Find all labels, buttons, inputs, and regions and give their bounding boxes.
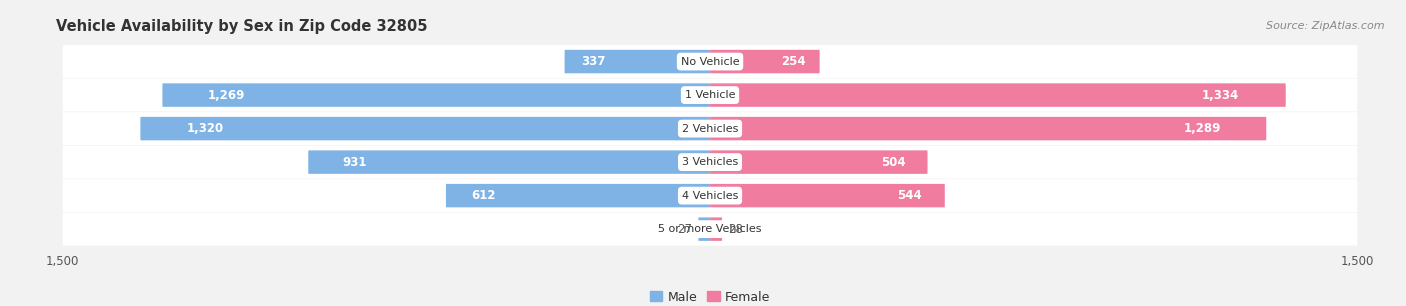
FancyBboxPatch shape xyxy=(63,213,1357,245)
Text: 544: 544 xyxy=(897,189,922,202)
Text: Vehicle Availability by Sex in Zip Code 32805: Vehicle Availability by Sex in Zip Code … xyxy=(56,20,427,35)
Text: 4 Vehicles: 4 Vehicles xyxy=(682,191,738,201)
Text: 1,269: 1,269 xyxy=(207,88,245,102)
Text: Source: ZipAtlas.com: Source: ZipAtlas.com xyxy=(1267,21,1385,32)
Text: 1 Vehicle: 1 Vehicle xyxy=(685,90,735,100)
Text: 1,320: 1,320 xyxy=(187,122,224,135)
FancyBboxPatch shape xyxy=(710,50,820,73)
FancyBboxPatch shape xyxy=(141,117,710,140)
FancyBboxPatch shape xyxy=(446,184,710,207)
Legend: Male, Female: Male, Female xyxy=(650,291,770,304)
FancyBboxPatch shape xyxy=(710,117,1267,140)
FancyBboxPatch shape xyxy=(63,112,1357,145)
FancyBboxPatch shape xyxy=(710,150,928,174)
Text: 27: 27 xyxy=(676,223,692,236)
Text: 254: 254 xyxy=(780,55,806,68)
Text: 931: 931 xyxy=(343,156,367,169)
Text: 2 Vehicles: 2 Vehicles xyxy=(682,124,738,134)
FancyBboxPatch shape xyxy=(699,217,710,241)
FancyBboxPatch shape xyxy=(565,50,710,73)
Text: 5 or more Vehicles: 5 or more Vehicles xyxy=(658,224,762,234)
FancyBboxPatch shape xyxy=(63,179,1357,212)
FancyBboxPatch shape xyxy=(63,45,1357,78)
Text: 504: 504 xyxy=(882,156,905,169)
FancyBboxPatch shape xyxy=(710,217,723,241)
Text: 612: 612 xyxy=(471,189,495,202)
FancyBboxPatch shape xyxy=(63,79,1357,111)
Text: 1,334: 1,334 xyxy=(1202,88,1239,102)
Text: 1,289: 1,289 xyxy=(1184,122,1220,135)
FancyBboxPatch shape xyxy=(710,184,945,207)
Text: 3 Vehicles: 3 Vehicles xyxy=(682,157,738,167)
FancyBboxPatch shape xyxy=(710,83,1285,107)
Text: 28: 28 xyxy=(728,223,744,236)
Text: No Vehicle: No Vehicle xyxy=(681,57,740,67)
Text: 337: 337 xyxy=(581,55,606,68)
FancyBboxPatch shape xyxy=(308,150,710,174)
FancyBboxPatch shape xyxy=(63,146,1357,178)
FancyBboxPatch shape xyxy=(163,83,710,107)
